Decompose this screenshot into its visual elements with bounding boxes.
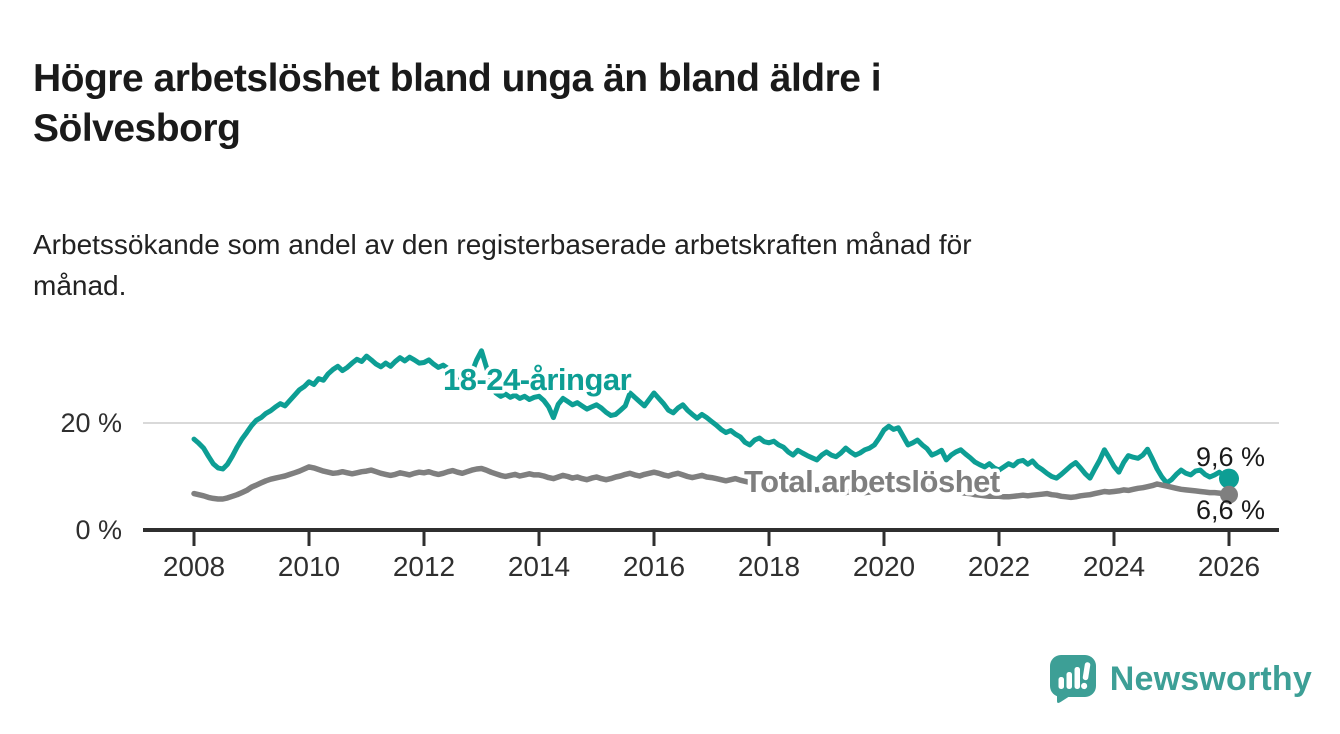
- series-end-value-youth: 9,6 %: [1196, 442, 1265, 472]
- series-end-dot-total: [1220, 485, 1238, 504]
- series-line-total: [191, 464, 1232, 502]
- x-axis-label-2012: 2012: [393, 551, 455, 582]
- x-axis-label-2018: 2018: [738, 551, 800, 582]
- chart-subtitle-line1: Arbetssökande som andel av den registerb…: [33, 229, 972, 260]
- series-line-youth: [191, 348, 1232, 486]
- page-title: Högre arbetslöshet bland unga än bland ä…: [33, 54, 1213, 154]
- x-axis-label-2010: 2010: [278, 551, 340, 582]
- x-axis-label-2022: 2022: [968, 551, 1030, 582]
- chart-subtitle: Arbetssökande som andel av den registerb…: [33, 224, 1253, 306]
- x-axis-label-2008: 2008: [163, 551, 225, 582]
- newsworthy-logo-text: Newsworthy: [1109, 659, 1312, 698]
- series-end-value-total: 6,6 %: [1196, 495, 1265, 525]
- y-axis-label-0: 0 %: [75, 515, 122, 545]
- x-axis-label-2014: 2014: [508, 551, 570, 582]
- series-label-youth: 18-24-åringar: [443, 362, 632, 397]
- newsworthy-logo-icon: [1049, 655, 1096, 703]
- series-label-total: Total arbetslöshet: [744, 464, 1000, 499]
- page-title-line1: Högre arbetslöshet bland unga än bland ä…: [33, 57, 882, 101]
- exclamation-mark-icon: [1080, 662, 1091, 690]
- y-axis-label-20: 20 %: [60, 408, 122, 438]
- chart-subtitle-line2: månad.: [33, 270, 127, 301]
- x-axis-label-2026: 2026: [1198, 551, 1260, 582]
- series-end-dot-youth: [1219, 468, 1239, 489]
- x-axis-label-2016: 2016: [623, 551, 685, 582]
- x-axis-label-2024: 2024: [1083, 551, 1145, 582]
- newsworthy-logo: Newsworthy: [1048, 654, 1312, 704]
- x-axis-label-2020: 2020: [853, 551, 915, 582]
- page-title-line2: Sölvesborg: [33, 107, 241, 151]
